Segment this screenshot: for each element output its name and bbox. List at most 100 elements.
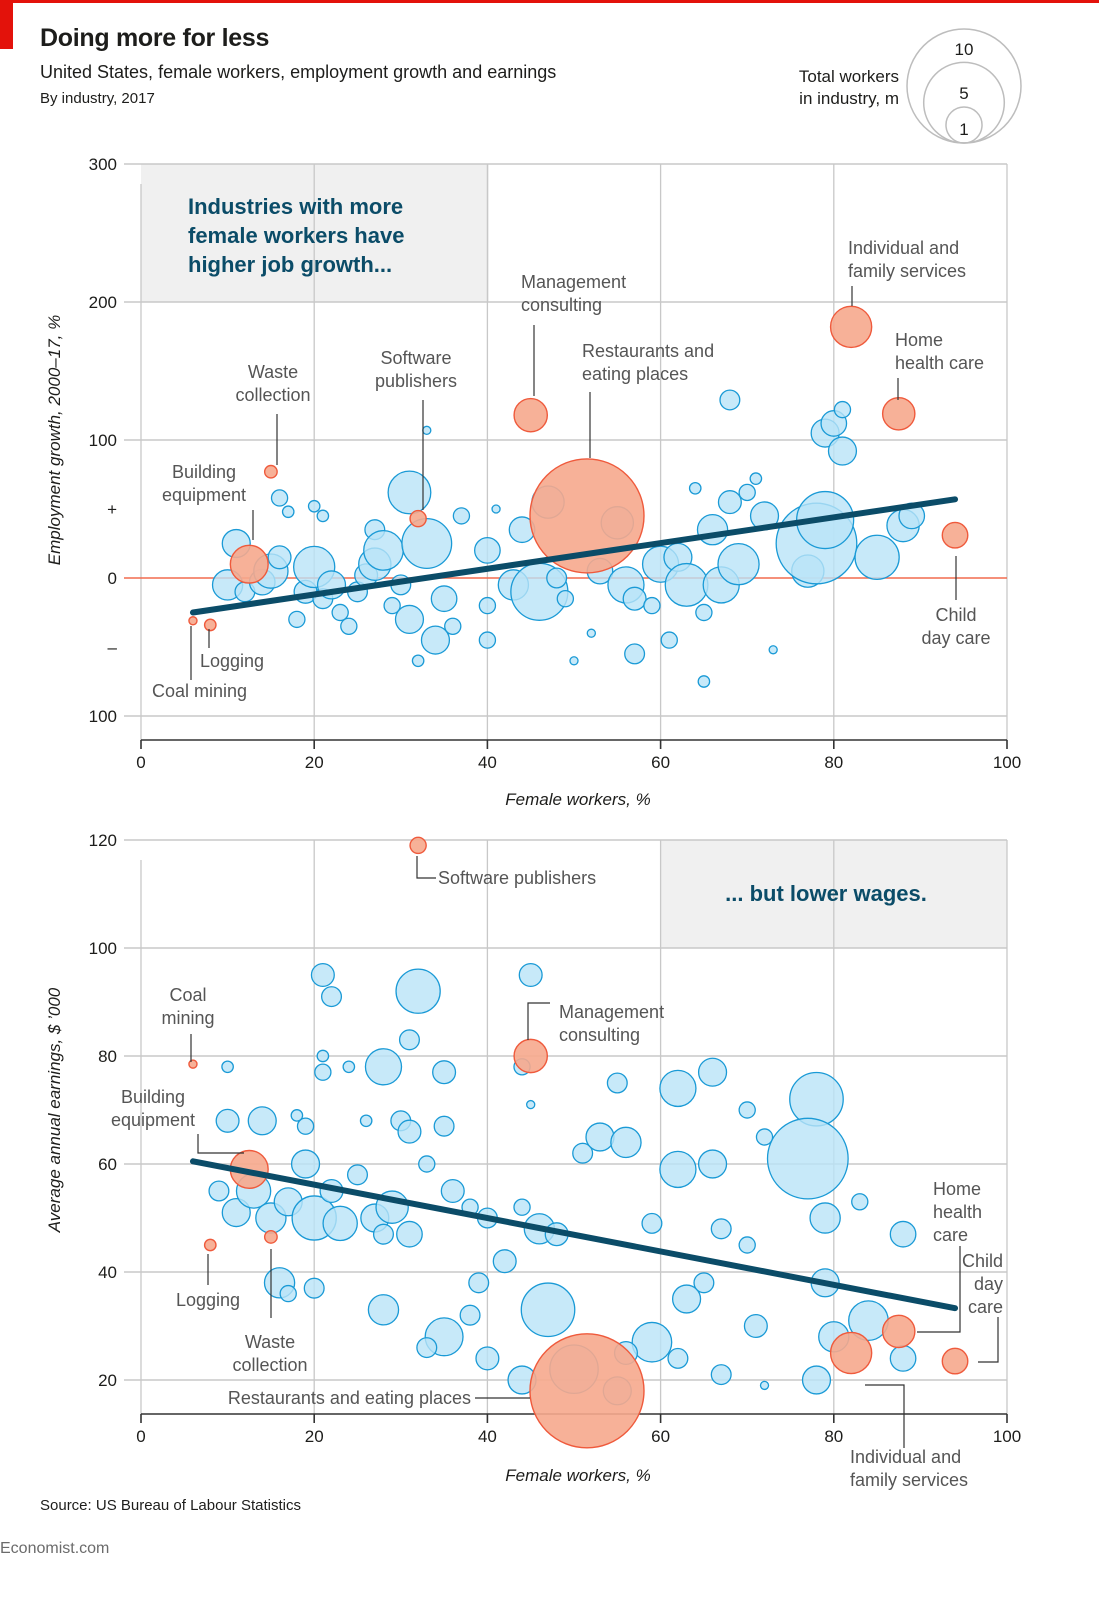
- x-tick-label: 80: [824, 753, 843, 772]
- industry-bubble: [290, 1149, 321, 1179]
- industry-bubble: [556, 589, 575, 608]
- top-accent-bar: [0, 0, 1099, 3]
- highlighted-bubble: [829, 305, 873, 349]
- industry-label: Individual and: [850, 1447, 961, 1467]
- industry-bubble: [387, 470, 432, 515]
- industry-bubble: [717, 542, 760, 586]
- industry-bubble: [307, 499, 321, 513]
- industry-bubble: [459, 1304, 481, 1326]
- x-tick-label: 0: [136, 753, 145, 772]
- highlighted-bubble: [881, 396, 916, 431]
- size-legend-label-line1: Total workers: [798, 67, 899, 86]
- industry-label: equipment: [111, 1110, 195, 1130]
- industry-bubble: [659, 1150, 697, 1189]
- industry-bubble: [759, 1380, 770, 1391]
- industry-bubble: [474, 537, 501, 564]
- industry-label: Individual and: [848, 238, 959, 258]
- industry-bubble: [440, 1178, 465, 1204]
- industry-label: care: [933, 1225, 968, 1245]
- industry-bubble: [585, 1122, 615, 1152]
- industry-label: care: [968, 1297, 1003, 1317]
- industry-bubble: [316, 1049, 330, 1063]
- chart-subtitle: United States, female workers, employmen…: [40, 62, 557, 82]
- industry-bubble: [697, 675, 711, 688]
- industry-bubble: [395, 968, 441, 1014]
- industry-label: health: [933, 1202, 982, 1222]
- industry-bubble: [290, 1109, 304, 1122]
- industry-label: Waste: [245, 1332, 295, 1352]
- industry-bubble: [367, 1294, 400, 1326]
- industry-bubble: [288, 610, 306, 629]
- highlighted-bubble: [409, 509, 427, 528]
- highlighted-bubble: [409, 836, 427, 855]
- size-legend-value: 10: [955, 40, 974, 59]
- industry-label: Management: [521, 272, 626, 292]
- industry-bubble: [851, 1193, 869, 1211]
- x-tick-label: 20: [305, 1427, 324, 1446]
- industry-bubble: [710, 1364, 732, 1386]
- industry-label: Building: [121, 1087, 185, 1107]
- y-axis-label: Average annual earnings, $ ’000: [45, 987, 64, 1233]
- y-axis-label: Employment growth, 2000–17, %: [45, 315, 64, 565]
- leader-line: [416, 856, 436, 879]
- industry-bubble: [717, 490, 742, 515]
- industry-label: Restaurants and eating places: [228, 1388, 471, 1408]
- x-tick-label: 60: [651, 753, 670, 772]
- y-tick-label: +: [107, 500, 117, 519]
- industry-bubble: [364, 1048, 403, 1086]
- industry-label: eating places: [582, 364, 688, 384]
- industry-bubble: [310, 962, 335, 988]
- industry-bubble: [660, 631, 678, 649]
- size-legend-value: 5: [959, 84, 968, 103]
- industry-bubble: [520, 1282, 576, 1338]
- industry-bubble: [569, 656, 579, 666]
- industry-bubble: [610, 1126, 642, 1159]
- industry-bubble: [572, 1142, 594, 1164]
- highlighted-bubble: [203, 1238, 217, 1252]
- industry-bubble: [695, 603, 713, 622]
- industry-bubble: [697, 1057, 728, 1087]
- industry-bubble: [492, 1249, 517, 1274]
- leader-line: [197, 1134, 244, 1154]
- highlighted-bubble: [941, 1347, 969, 1375]
- industry-bubble: [546, 567, 568, 589]
- industry-bubble: [696, 513, 729, 546]
- brand-footer: Economist.com: [0, 1540, 110, 1557]
- leader-line: [865, 1384, 905, 1448]
- industry-label: mining: [161, 1008, 214, 1028]
- industry-bubble: [296, 1117, 315, 1135]
- industry-label: family services: [850, 1470, 968, 1490]
- industry-bubble: [513, 1198, 531, 1216]
- industry-bubble: [247, 1106, 277, 1136]
- industry-bubble: [475, 1346, 500, 1371]
- industry-bubble: [281, 505, 295, 519]
- industry-bubble: [833, 400, 852, 419]
- industry-bubble: [303, 1277, 325, 1299]
- annotation-text: female workers have: [188, 223, 404, 248]
- industry-bubble: [398, 1029, 420, 1051]
- x-tick-label: 20: [305, 753, 324, 772]
- industry-label: day care: [921, 628, 990, 648]
- industry-bubble: [743, 1313, 768, 1339]
- y-tick-label: 80: [98, 1047, 117, 1066]
- highlighted-bubble: [529, 458, 645, 574]
- industry-bubble: [314, 1063, 332, 1081]
- y-tick-label: 60: [98, 1155, 117, 1174]
- industry-bubble: [396, 1220, 423, 1248]
- industry-bubble: [889, 1220, 917, 1248]
- industry-bubble: [322, 1205, 358, 1242]
- highlighted-bubble: [941, 521, 969, 549]
- industry-bubble: [664, 562, 709, 607]
- highlighted-bubble: [829, 1331, 873, 1375]
- industry-bubble: [346, 1164, 369, 1186]
- industry-bubble: [363, 530, 404, 571]
- y-tick-label: 200: [89, 293, 117, 312]
- industry-bubble: [719, 389, 741, 411]
- industry-label: health care: [895, 353, 984, 373]
- earnings-chart: 120 100 80 60 40 20 0 20 40 60 80 100 Female workers…: [45, 831, 1021, 1490]
- industry-label: consulting: [559, 1025, 640, 1045]
- x-axis-label: Female workers, %: [505, 1466, 650, 1485]
- x-tick-label: 0: [136, 1427, 145, 1446]
- industry-label: Waste: [248, 362, 298, 382]
- x-tick-label: 100: [993, 1427, 1021, 1446]
